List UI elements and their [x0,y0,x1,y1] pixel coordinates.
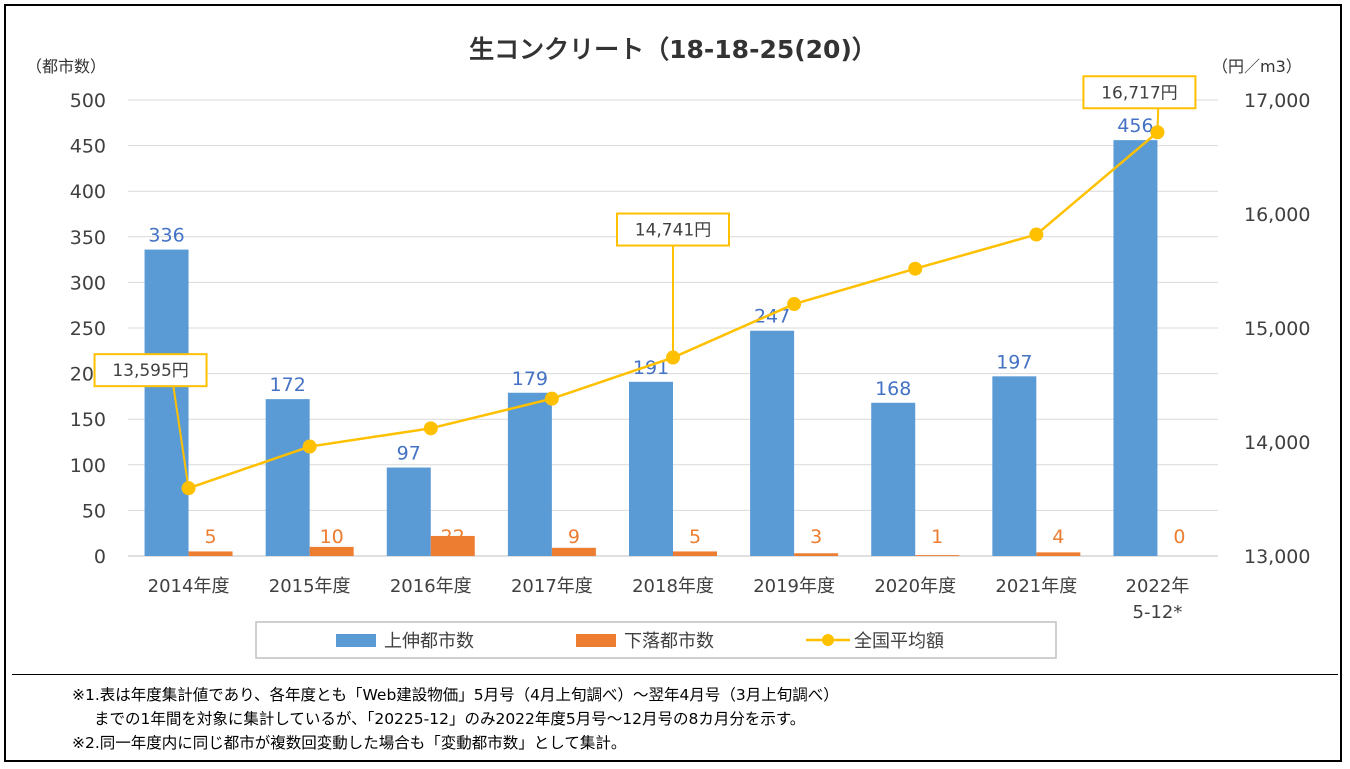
down-bar-label: 5 [689,526,701,548]
left-tick-label: 0 [94,546,106,568]
legend-label: 上伸都市数 [384,631,474,652]
x-tick-label: 2018年度 [632,576,714,597]
right-tick-label: 17,000 [1244,90,1310,112]
left-tick-label: 450 [70,136,106,158]
callout-text: 14,741円 [635,221,711,241]
average-point [787,297,802,312]
x-tick-label: 2021年度 [995,576,1077,597]
up-bar [144,249,189,556]
x-tick-label: 2016年度 [390,576,472,597]
down-bar [188,551,233,556]
right-axis: 13,000 14,000 15,000 16,000 17,000 [1244,90,1310,568]
legend-label: 下落都市数 [624,631,714,652]
up-bar-label: 456 [1117,115,1153,137]
note-2: ※2.同一年度内に同じ都市が複数回変動した場合も「変動都市数」として集計。 [72,734,627,752]
up-bar [386,467,431,556]
up-bar [507,392,552,556]
up-bar-label: 179 [512,368,548,390]
note-1-cont: までの1年間を対象に集計しているが、「20225-12」のみ2022年度5月号～… [94,710,806,728]
right-tick-label: 14,000 [1244,432,1310,454]
legend-label: 全国平均額 [854,631,944,652]
left-tick-label: 100 [70,455,106,477]
up-bar-label: 97 [397,443,421,465]
down-bar [673,551,717,556]
up-bar-label: 197 [996,351,1032,373]
legend-swatch-point [822,634,834,646]
callout-text: 13,595円 [112,361,188,381]
down-bar-label: 22 [441,526,465,548]
down-bar-label: 0 [1173,526,1185,548]
legend: 上伸都市数 下落都市数 全国平均額 [255,621,1057,659]
right-tick-label: 15,000 [1244,318,1310,340]
callout-leader [172,386,190,489]
right-tick-label: 13,000 [1244,546,1310,568]
callout-box [93,353,208,388]
chart-frame: 生コンクリート（18-18-25(20)） （都市数） （円／m3） 0 50 10… [4,4,1342,762]
up-bar [750,330,795,556]
callout-box [616,212,730,247]
footnotes: ※1.表は年度集計値であり、各年度とも「Web建設物価」5月号（4月上旬調べ）～… [12,674,1338,760]
callout-text: 16,717円 [1101,83,1177,103]
note-1: ※1.表は年度集計値であり、各年度とも「Web建設物価」5月号（4月上旬調べ）～… [72,686,839,704]
average-point [908,261,923,276]
x-tick-label: 2020年度 [874,576,956,597]
x-tick-label: 2017年度 [511,576,593,597]
legend-box [255,621,1057,659]
left-tick-label: 400 [70,181,106,203]
up-bar [871,402,916,556]
down-bar [915,555,960,556]
legend-swatch [576,634,616,647]
up-bar-label: 336 [148,225,184,247]
x-tick-sublabel: 5-12* [1133,602,1183,623]
up-bar-label: 247 [754,306,790,328]
up-bar [1113,140,1158,557]
down-bar [430,535,475,556]
down-bar-label: 1 [931,526,943,548]
down-bar-label: 4 [1052,526,1064,548]
left-tick-label: 500 [70,90,106,112]
left-tick-label: 250 [70,318,106,340]
average-point [1029,227,1044,242]
left-tick-label: 150 [70,409,106,431]
x-tick-label: 2022年 [1126,576,1190,597]
callout-leader [1156,108,1160,133]
left-tick-label: 350 [70,227,106,249]
right-tick-label: 16,000 [1244,204,1310,226]
down-bar [309,546,354,556]
callouts: 13,595円 14,741円 16,717円 [93,75,1197,489]
down-bar-label: 5 [205,526,217,548]
down-bar [551,547,596,556]
chart: 生コンクリート（18-18-25(20)） （都市数） （円／m3） 05010… [26,35,1310,659]
x-axis: 2014年度 2015年度 2016年度 2017年度 2018年度 2019年度 2020… [148,576,1190,623]
right-axis-unit: （円／m3） [1212,57,1302,76]
average-point [544,391,559,406]
left-tick-label: 300 [70,272,106,294]
average-point [423,421,438,436]
left-tick-label: 50 [82,500,106,522]
left-axis-unit: （都市数） [26,57,106,76]
up-bar [265,399,310,556]
down-bar-label: 10 [320,526,344,548]
x-tick-label: 2015年度 [269,576,351,597]
x-tick-label: 2019年度 [753,576,835,597]
chart-title: 生コンクリート（18-18-25(20)） [469,35,877,64]
up-bar-label: 168 [875,378,911,400]
down-bar-label: 3 [810,526,822,548]
down-bar [1036,552,1081,556]
down-bar [794,553,839,556]
legend-swatch [336,634,376,647]
up-bar [992,376,1037,556]
up-bar-label: 172 [270,374,306,396]
callout-box [1082,75,1197,110]
up-bar [629,381,673,556]
x-tick-label: 2014年度 [148,576,230,597]
average-point [302,439,317,454]
down-bar-label: 9 [568,526,580,548]
